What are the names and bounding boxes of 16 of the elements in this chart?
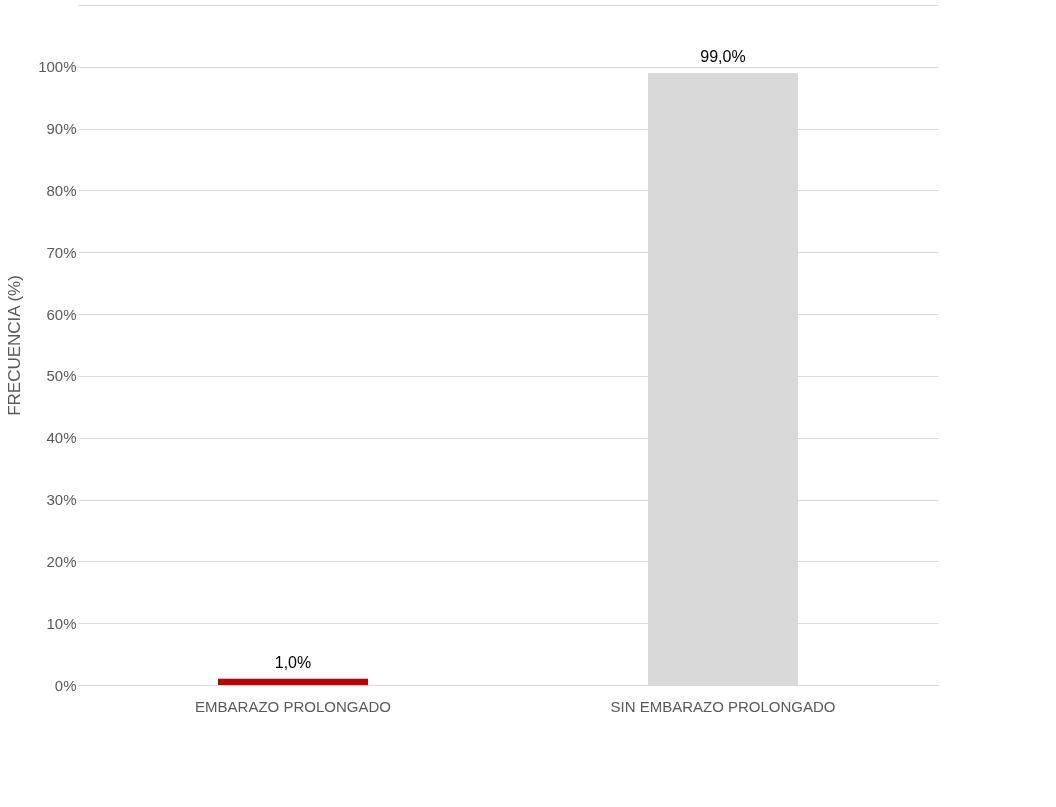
x-tick-label: EMBARAZO PROLONGADO (195, 697, 391, 715)
y-tick-label: 100% (38, 58, 77, 76)
y-tick-label: 60% (46, 305, 77, 323)
y-tick-label: 20% (46, 552, 77, 570)
data-label: 1,0% (274, 653, 312, 671)
y-tick-label: 70% (46, 243, 77, 261)
y-tick-label: 80% (46, 181, 77, 199)
y-tick-label: 50% (46, 367, 77, 385)
y-axis-title: FRECUENCIA (%) (5, 275, 25, 416)
x-tick-label: SIN EMBARAZO PROLONGADO (610, 697, 836, 715)
y-tick-label: 30% (46, 491, 77, 509)
y-tick-label: 10% (46, 614, 77, 632)
y-tick-label: 0% (54, 676, 77, 694)
y-tick-label: 40% (46, 429, 77, 447)
data-label: 99,0% (700, 48, 746, 65)
y-tick-label: 90% (46, 120, 77, 138)
